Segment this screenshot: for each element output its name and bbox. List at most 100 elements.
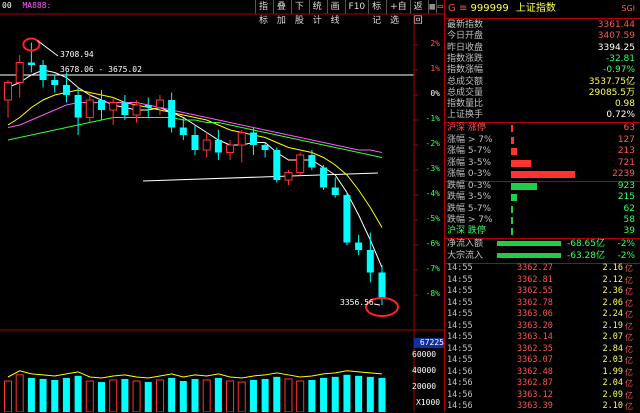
- breadth-up-row-label: 沪深 涨停: [447, 123, 486, 133]
- breadth-down-row-value: 62: [623, 203, 635, 214]
- candle-body: [62, 85, 70, 95]
- tick-unit: 亿: [625, 298, 633, 308]
- breadth-up-row-label: 涨幅 > 7%: [447, 134, 493, 145]
- flow-bar: [497, 253, 561, 258]
- high-price-label: 3708.94: [60, 50, 94, 59]
- breadth-up-row: 涨幅 3-5% 721: [447, 158, 639, 169]
- breadth-up-row-label: 涨幅 0-3%: [447, 169, 492, 179]
- tick-time: 14:55: [447, 286, 473, 296]
- tick-time: 14:55: [447, 309, 473, 319]
- candle: [261, 142, 269, 158]
- y-tick-label: -7%: [425, 264, 440, 273]
- volume-bar: [97, 382, 106, 412]
- toolbar-f10-button[interactable]: F10: [344, 0, 369, 14]
- candle: [237, 130, 246, 163]
- tick-price: 3363.20: [517, 320, 553, 331]
- tick-volume: 2.24: [602, 309, 623, 319]
- stat-row-value: 3537.75亿: [588, 76, 635, 87]
- tick-unit: 亿: [625, 367, 633, 377]
- candle-body: [179, 127, 187, 135]
- candle-body: [331, 187, 339, 195]
- sgi-button[interactable]: SGI: [621, 4, 635, 13]
- toolbar-next-stock-button[interactable]: 下股: [290, 0, 309, 26]
- volume-bar: [191, 378, 199, 412]
- y-tick-label: -8%: [425, 289, 440, 298]
- breadth-up-row: 沪深 涨停 63: [447, 123, 639, 134]
- grid-icon[interactable]: ▦: [427, 0, 435, 14]
- volume-bar: [39, 378, 47, 412]
- flow-row-value: -2%: [617, 239, 635, 249]
- high-pointer: [37, 40, 59, 57]
- candle-body: [214, 140, 222, 153]
- volume-bar: [27, 377, 35, 412]
- toolbar-stats-button[interactable]: 统计: [308, 0, 327, 26]
- candle-body: [51, 80, 59, 85]
- breadth-down-row-label: 跌幅 3-5%: [447, 192, 492, 203]
- tick-price: 3363.14: [517, 332, 553, 342]
- volume-bar: [15, 374, 24, 412]
- candle-body: [132, 104, 141, 116]
- volume-bar: [284, 378, 293, 412]
- volume-bar: [74, 375, 82, 412]
- volume-bar: [343, 374, 351, 412]
- tick-row: 14:55 3362.55 2.36 亿: [447, 286, 639, 298]
- tick-volume: 2.07: [602, 332, 623, 342]
- panel-header: G ≡ 999999 上证指数 SGI: [445, 0, 640, 19]
- tick-price: 3362.48: [517, 366, 553, 377]
- stat-row-label: 上证换手: [447, 110, 484, 121]
- candle: [320, 165, 328, 190]
- range-label: 3678.06 - 3675.02: [60, 65, 142, 74]
- candle-body: [109, 102, 118, 111]
- breadth-down-row-label: 跌幅 5-7%: [447, 203, 492, 214]
- tick-row: 14:56 3363.12 2.09 亿: [447, 390, 639, 402]
- stat-row: 今日开盘 3407.59: [447, 31, 639, 42]
- volume-bar: [62, 377, 70, 412]
- panel-divider: [445, 238, 640, 239]
- breadth-down-row-label: 跌幅 0-3%: [447, 181, 492, 191]
- candle: [284, 170, 293, 185]
- ma-label: MA888:: [22, 1, 52, 10]
- y-tick-label: -6%: [425, 239, 440, 248]
- y-tick-label: -1%: [425, 114, 440, 123]
- stat-row: 昨日收盘 3394.25: [447, 43, 639, 54]
- flow-row: 净流入额 -2% -68.65亿: [447, 239, 639, 250]
- candle: [15, 55, 24, 98]
- tick-unit: 亿: [625, 321, 633, 331]
- candle-body: [121, 102, 129, 115]
- breadth-down-bar: [511, 228, 513, 236]
- stat-row: 总成交额 3537.75亿: [447, 77, 639, 88]
- stat-row-label: 最新指数: [447, 20, 484, 30]
- toolbar-mark-button[interactable]: 标记: [368, 0, 386, 26]
- minimize-icon[interactable]: ▭: [435, 0, 444, 14]
- breadth-up-bar: [511, 136, 515, 144]
- toolbar-overlay-button[interactable]: 叠加: [272, 0, 291, 26]
- tick-time: 14:55: [447, 332, 473, 342]
- breadth-down-row: 跌幅 3-5% 215: [447, 192, 639, 203]
- candle: [343, 192, 351, 245]
- tick-unit: 亿: [625, 379, 633, 388]
- index-name: 上证指数: [515, 3, 556, 14]
- volume-tick-20000: 20000: [412, 382, 437, 391]
- candle-body: [155, 99, 164, 108]
- stat-row: 总成交量 29085.5万: [447, 88, 639, 99]
- toolbar-back-button[interactable]: 返回: [409, 0, 428, 26]
- candle-body: [296, 154, 305, 173]
- toolbar-draw-button[interactable]: 画线: [326, 0, 345, 26]
- candle-body: [3, 82, 13, 101]
- candle-body: [355, 242, 363, 250]
- toolbar-indicator-button[interactable]: 指标: [255, 0, 273, 26]
- breadth-up-bar: [511, 171, 575, 178]
- candle-body: [85, 99, 94, 118]
- volume-bar: [155, 379, 164, 412]
- tick-time: 14:55: [447, 263, 473, 273]
- candle: [132, 100, 141, 123]
- flow-row-label: 净流入额: [447, 239, 484, 249]
- tick-time: 14:56: [447, 366, 473, 377]
- tick-volume: 2.09: [602, 389, 623, 400]
- tick-unit: 亿: [625, 310, 633, 319]
- candle-body: [27, 62, 35, 65]
- candle-body: [343, 195, 351, 243]
- toolbar-add-watchlist-button[interactable]: +自选: [386, 0, 410, 26]
- volume-tick-unit: X1000: [416, 398, 441, 407]
- candle-body: [284, 172, 293, 181]
